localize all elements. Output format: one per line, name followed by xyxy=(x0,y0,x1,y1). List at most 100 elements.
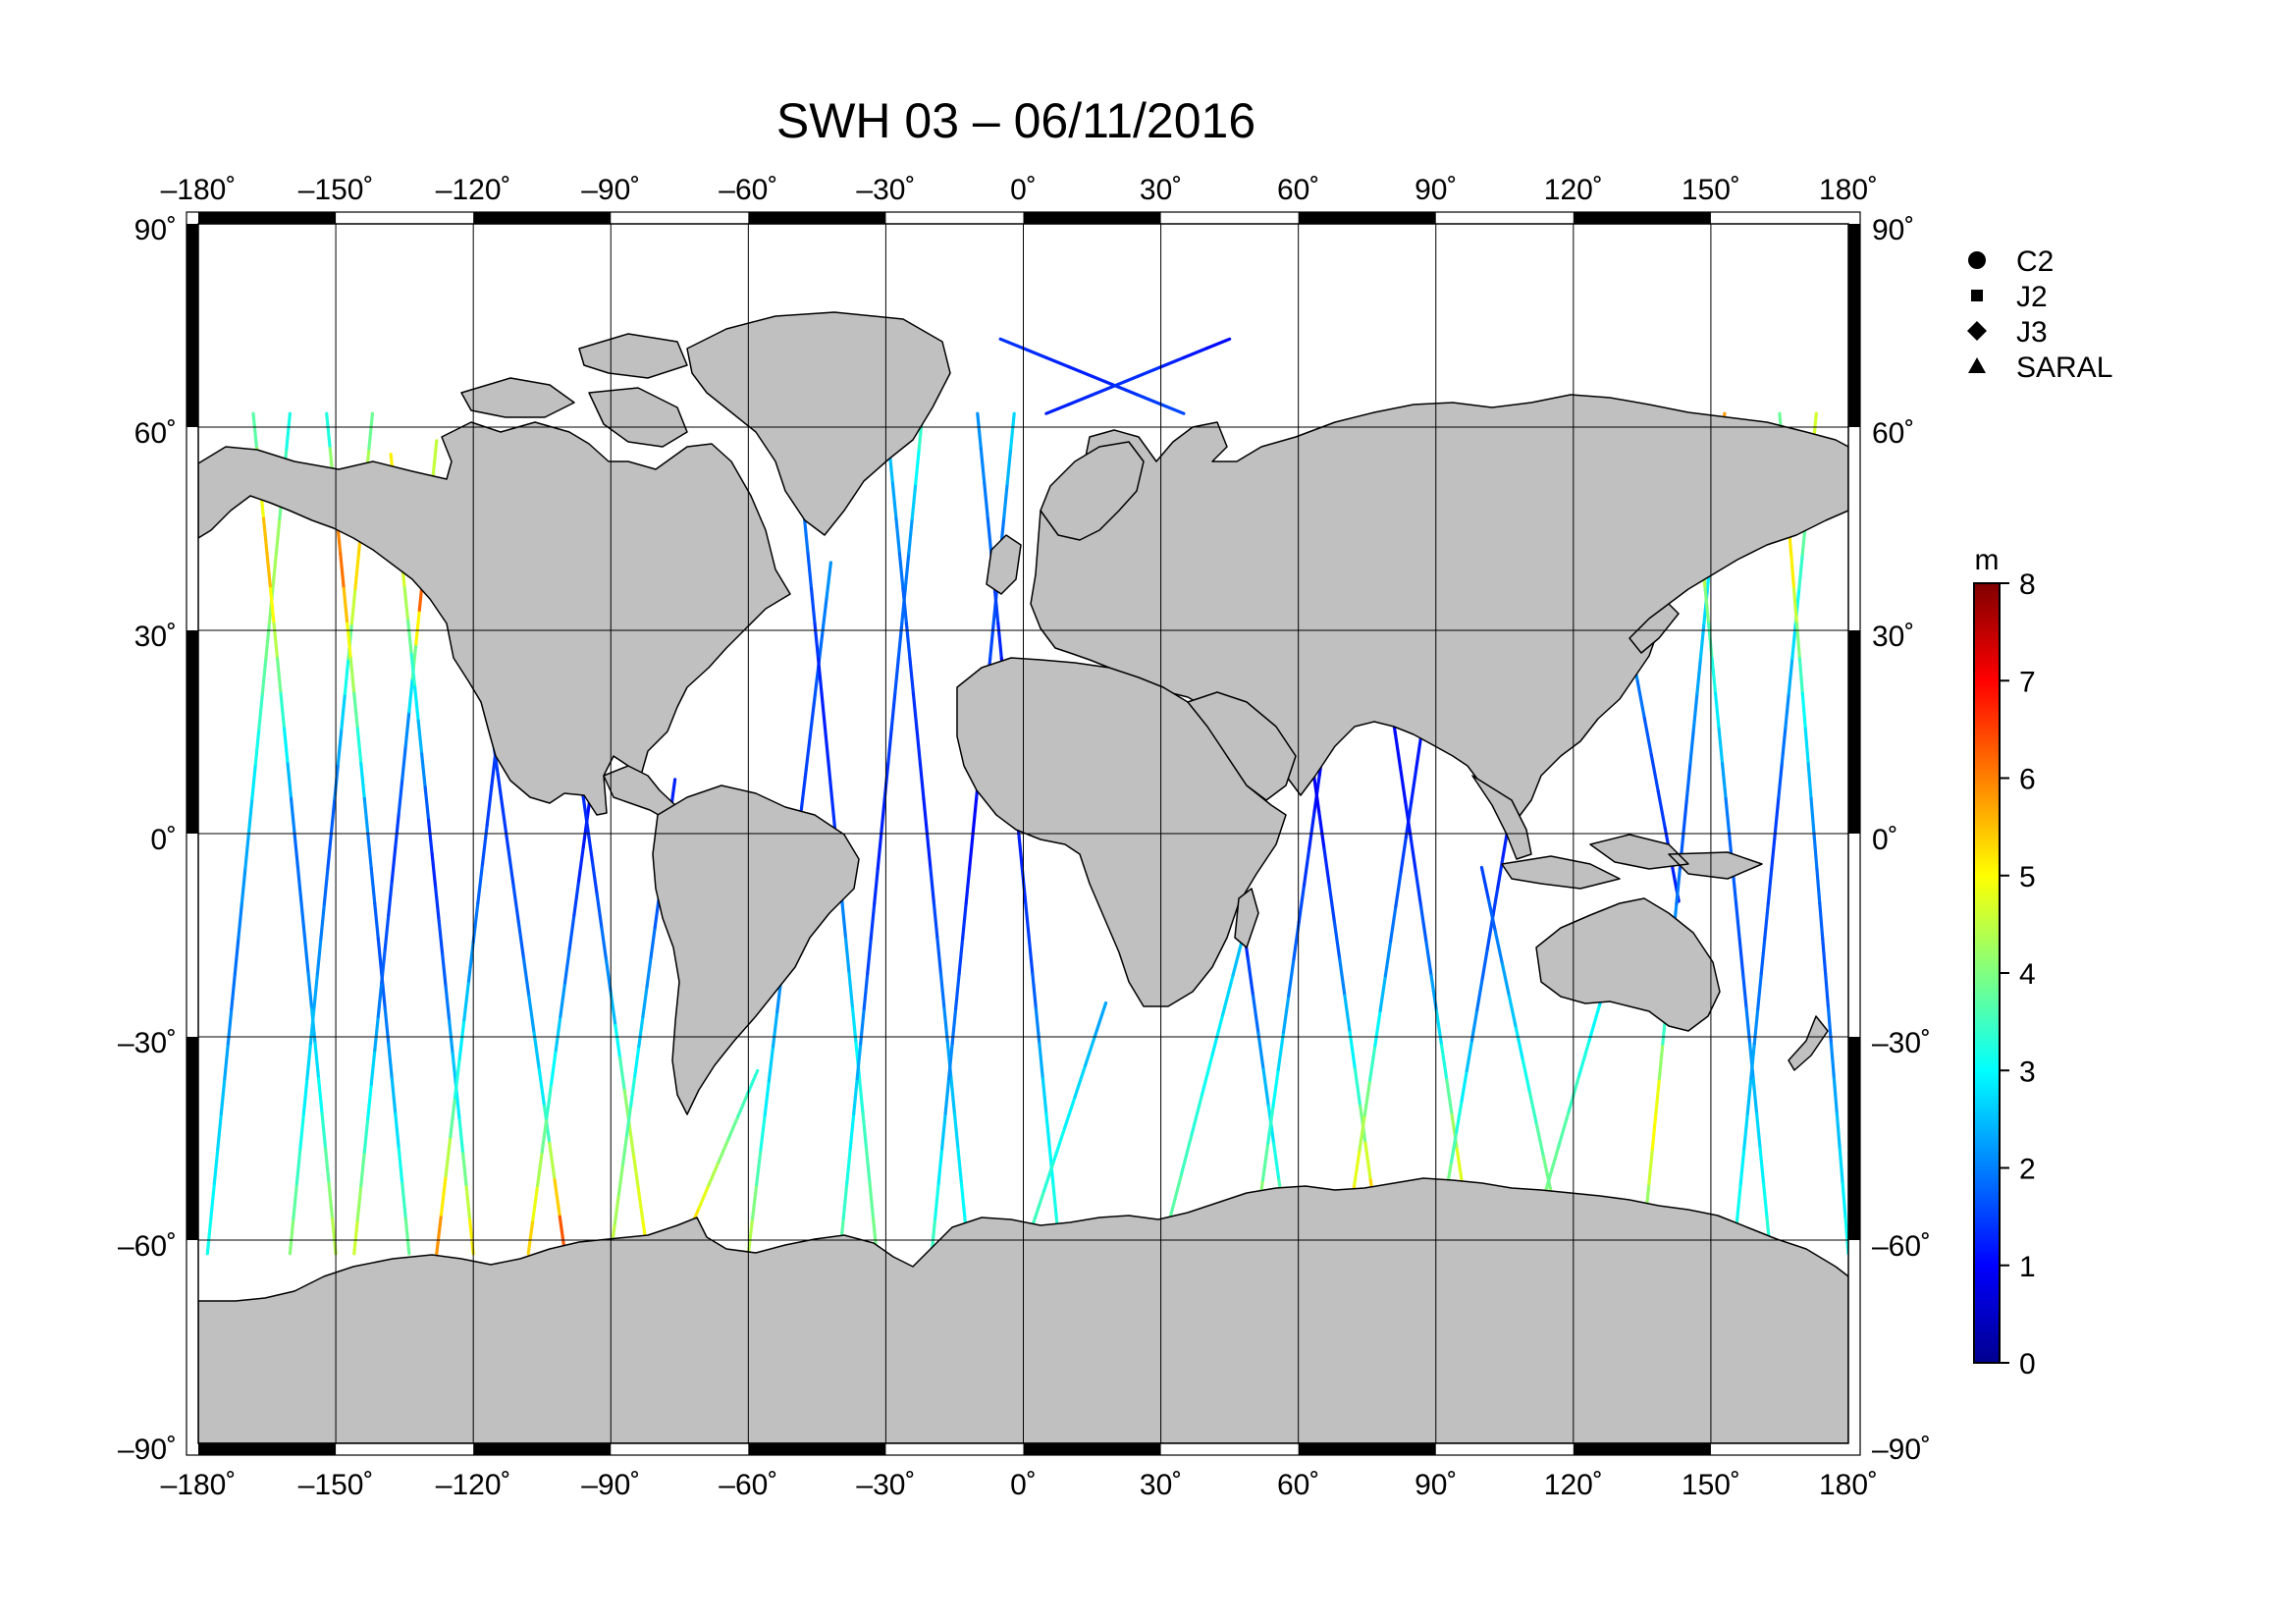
border-bar-right xyxy=(1848,224,1860,427)
track-segment xyxy=(285,411,292,451)
track-segment xyxy=(1789,552,1796,591)
track-segment xyxy=(545,1082,554,1120)
track-segment xyxy=(1737,937,1745,976)
track-segment xyxy=(343,657,350,696)
track-segment xyxy=(876,832,883,871)
track-segment xyxy=(609,991,617,1027)
border-bar-top xyxy=(748,212,886,224)
track-segment xyxy=(862,971,870,1010)
track-segment xyxy=(922,796,930,836)
border-bar-left xyxy=(187,224,198,427)
track-segment xyxy=(938,971,946,1010)
latitude-tick-label: 30˚ xyxy=(1872,621,1914,653)
track-segment xyxy=(1449,1129,1459,1164)
track-segment xyxy=(1353,1148,1362,1186)
track-segment xyxy=(1308,809,1316,850)
colorbar-tick-label: 1 xyxy=(2019,1251,2036,1283)
track-segment xyxy=(1758,1147,1766,1186)
track-segment xyxy=(750,1182,759,1221)
track-segment xyxy=(903,552,911,591)
track-segment xyxy=(420,752,427,789)
track-segment xyxy=(1322,846,1331,888)
track-segment xyxy=(330,1217,338,1256)
track-segment xyxy=(1490,886,1500,920)
track-segment xyxy=(1246,957,1255,998)
track-segment xyxy=(1695,657,1703,696)
track-segment xyxy=(1724,796,1732,836)
track-segment xyxy=(1410,766,1418,804)
border-bar-bottom xyxy=(198,1443,337,1455)
track-segment xyxy=(697,1183,711,1210)
track-segment xyxy=(444,985,452,1022)
track-segment xyxy=(1287,957,1296,998)
track-segment xyxy=(1302,846,1311,888)
track-segment xyxy=(976,411,983,451)
track-segment xyxy=(600,926,609,962)
altimeter-track xyxy=(1778,411,1848,1256)
track-segment xyxy=(1691,691,1699,730)
track-segment xyxy=(624,1104,633,1137)
colorbar-unit: m xyxy=(1975,544,2000,576)
border-bar-right xyxy=(1848,1037,1860,1240)
track-segment xyxy=(1394,870,1403,908)
track-segment xyxy=(929,867,936,905)
track-segment xyxy=(1741,971,1748,1010)
track-segment xyxy=(1041,1158,1056,1193)
track-segment xyxy=(614,1023,622,1060)
track-segment xyxy=(726,1114,740,1141)
track-segment xyxy=(873,867,880,905)
track-segment xyxy=(540,1116,549,1154)
track-segment xyxy=(1496,855,1505,890)
track-segment xyxy=(237,901,243,941)
track-segment xyxy=(348,657,356,696)
longitude-tick-label: 0˚ xyxy=(1010,174,1037,206)
track-segment xyxy=(1083,1032,1097,1067)
track-segment xyxy=(746,1217,755,1256)
track-segment xyxy=(1635,679,1646,720)
track-segment xyxy=(823,727,830,766)
track-segment xyxy=(841,1181,849,1220)
track-segment xyxy=(1521,1058,1532,1095)
track-segment xyxy=(1266,1105,1275,1145)
track-segment xyxy=(954,971,961,1010)
track-segment xyxy=(1073,1063,1088,1099)
track-segment xyxy=(1706,622,1714,661)
track-segment xyxy=(1766,867,1774,905)
track-segment xyxy=(1271,1141,1281,1182)
track-segment xyxy=(755,1148,763,1187)
track-segment xyxy=(286,762,294,800)
track-segment xyxy=(437,918,445,956)
track-segment xyxy=(1090,374,1117,388)
track-segment xyxy=(1507,994,1519,1030)
legend-label: J2 xyxy=(2016,281,2048,313)
track-segment xyxy=(1348,1031,1358,1071)
track-segment xyxy=(1204,337,1232,351)
track-segment xyxy=(471,901,480,945)
colorbar-tick-label: 8 xyxy=(2019,568,2036,601)
track-segment xyxy=(1027,937,1035,976)
track-segment xyxy=(1362,1078,1372,1116)
track-segment xyxy=(880,796,886,836)
latitude-tick-label: 90˚ xyxy=(1872,214,1914,246)
longitude-tick-label: 120˚ xyxy=(1544,1469,1603,1501)
track-segment xyxy=(306,971,314,1010)
track-segment xyxy=(1797,552,1804,591)
legend-marker-square xyxy=(1971,290,1983,301)
track-segment xyxy=(1398,766,1408,804)
track-segment xyxy=(1794,622,1801,661)
track-segment xyxy=(275,657,283,696)
track-segment xyxy=(1713,691,1721,730)
track-segment xyxy=(746,1068,760,1096)
africa xyxy=(956,657,1287,1007)
track-segment xyxy=(394,1111,400,1151)
track-segment xyxy=(327,1181,335,1220)
track-segment xyxy=(996,622,1003,661)
track-segment xyxy=(1735,1181,1742,1220)
track-segment xyxy=(816,657,824,696)
colorbar-tick-label: 3 xyxy=(2019,1055,2036,1088)
track-segment xyxy=(366,1082,373,1120)
track-segment xyxy=(763,1079,771,1117)
track-segment xyxy=(988,622,995,661)
track-segment xyxy=(641,985,649,1018)
track-segment xyxy=(802,516,810,556)
